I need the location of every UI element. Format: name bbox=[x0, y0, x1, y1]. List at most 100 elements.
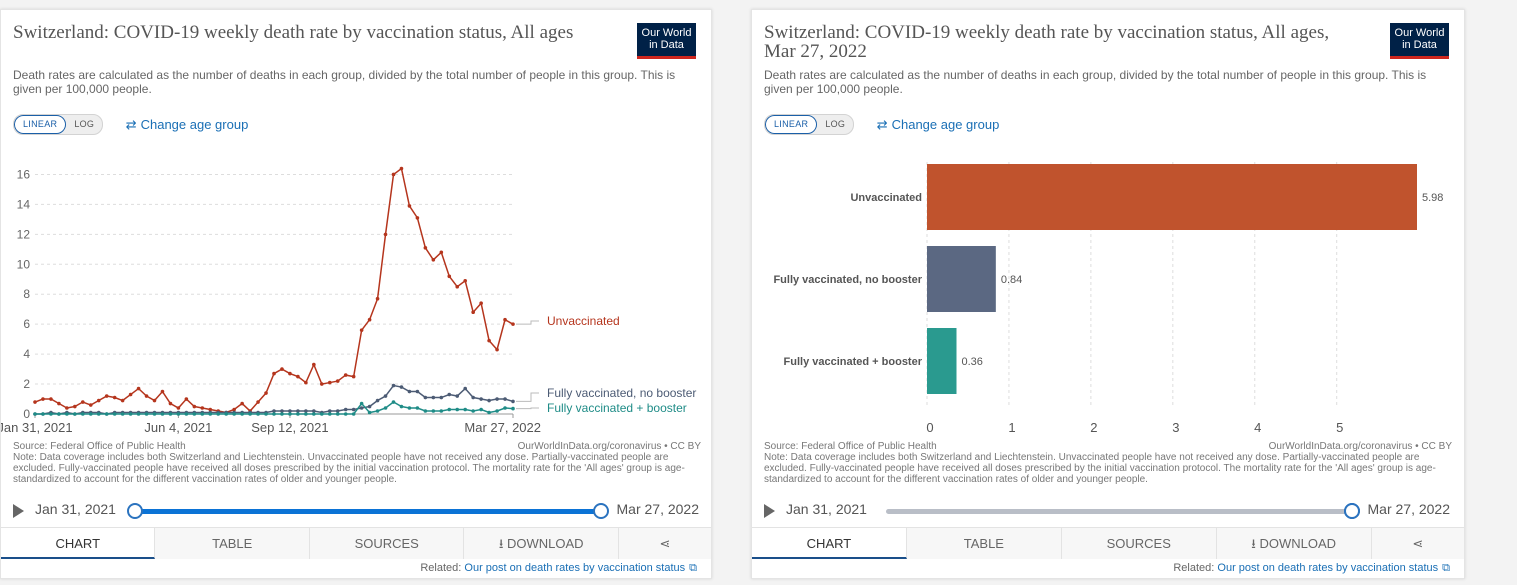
x-tick-label: 0 bbox=[926, 420, 933, 435]
change-age-group-button[interactable]: ⇄ Change age group bbox=[877, 117, 1000, 133]
data-point bbox=[112, 395, 117, 400]
data-point bbox=[57, 401, 61, 406]
data-point bbox=[511, 406, 515, 411]
timeline-start-handle[interactable] bbox=[127, 503, 143, 519]
play-icon[interactable] bbox=[13, 504, 24, 518]
data-point bbox=[479, 407, 483, 412]
linear-scale-button[interactable]: LINEAR bbox=[14, 115, 67, 134]
data-point bbox=[41, 412, 45, 416]
data-point bbox=[264, 391, 268, 395]
bar-value-label: 0.84 bbox=[1001, 274, 1022, 286]
tab-table[interactable]: TABLE bbox=[906, 528, 1062, 559]
data-point bbox=[312, 362, 316, 367]
log-scale-button[interactable]: LOG bbox=[74, 119, 95, 129]
swap-arrows-icon: ⇄ bbox=[125, 116, 137, 132]
timeline-end-handle[interactable] bbox=[593, 503, 609, 519]
linear-scale-button[interactable]: LINEAR bbox=[765, 115, 818, 134]
chart-footer: Source: Federal Office of Public Health … bbox=[13, 441, 701, 485]
timeline[interactable]: Jan 31, 2021 Mar 27, 2022 bbox=[764, 500, 1454, 522]
data-point bbox=[88, 412, 93, 416]
y-tick-label: 16 bbox=[17, 167, 31, 181]
data-point bbox=[335, 379, 340, 383]
data-point bbox=[463, 278, 468, 283]
tab-chart[interactable]: CHART bbox=[752, 528, 907, 559]
data-point bbox=[288, 409, 292, 413]
data-point bbox=[455, 394, 460, 398]
tab-sources[interactable]: SOURCES bbox=[1061, 528, 1217, 559]
data-point bbox=[447, 274, 452, 279]
tab-sources[interactable]: SOURCES bbox=[309, 528, 465, 559]
play-icon[interactable] bbox=[764, 504, 775, 518]
tab-table[interactable]: TABLE bbox=[155, 528, 310, 559]
series-line bbox=[34, 167, 514, 414]
data-point bbox=[407, 406, 412, 410]
data-point bbox=[160, 389, 165, 394]
chart-controls: LINEAR LOG ⇄ Change age group bbox=[13, 114, 248, 136]
change-age-group-button[interactable]: ⇄ Change age group bbox=[126, 117, 249, 133]
timeline-end-handle[interactable] bbox=[1344, 503, 1360, 519]
x-tick-label: 4 bbox=[1254, 420, 1261, 435]
data-point bbox=[120, 412, 125, 416]
data-point bbox=[407, 204, 412, 208]
data-point bbox=[128, 412, 133, 416]
x-tick-label: 5 bbox=[1336, 420, 1343, 435]
download-label: DOWNLOAD bbox=[507, 536, 584, 551]
x-tick-label: 1 bbox=[1008, 420, 1015, 435]
y-tick-label: 14 bbox=[17, 197, 31, 211]
data-point bbox=[391, 172, 396, 177]
label-connector bbox=[516, 392, 539, 402]
data-point bbox=[184, 412, 189, 416]
data-point bbox=[503, 397, 507, 401]
x-tick-label: 3 bbox=[1172, 420, 1179, 435]
chart-subtitle: Death rates are calculated as the number… bbox=[764, 68, 1427, 96]
data-point bbox=[136, 412, 141, 416]
data-point bbox=[49, 397, 53, 401]
data-point bbox=[391, 400, 396, 404]
credit-text[interactable]: OurWorldInData.org/coronavirus • CC BY bbox=[517, 441, 701, 452]
data-point bbox=[487, 398, 491, 403]
y-tick-label: 6 bbox=[23, 317, 30, 331]
data-point bbox=[431, 258, 436, 262]
timeline-track[interactable] bbox=[135, 509, 601, 514]
data-point bbox=[240, 401, 244, 406]
timeline[interactable]: Jan 31, 2021 Mar 27, 2022 bbox=[13, 500, 703, 522]
data-point bbox=[256, 400, 260, 404]
change-age-label: Change age group bbox=[891, 116, 1000, 132]
data-point bbox=[33, 412, 37, 416]
external-link-icon[interactable]: ⧉ bbox=[689, 562, 697, 574]
data-point bbox=[487, 338, 491, 343]
data-point bbox=[351, 407, 356, 412]
data-point bbox=[144, 412, 149, 416]
owid-logo[interactable]: Our World in Data bbox=[1390, 23, 1449, 59]
data-point bbox=[200, 412, 205, 416]
bar bbox=[927, 164, 1417, 230]
label-connector bbox=[516, 320, 539, 325]
scale-toggle: LINEAR LOG bbox=[764, 114, 855, 135]
data-point bbox=[320, 382, 324, 386]
data-point bbox=[351, 412, 356, 416]
bar-value-label: 0.36 bbox=[961, 356, 982, 368]
swap-arrows-icon: ⇄ bbox=[876, 116, 888, 132]
data-point bbox=[383, 406, 388, 410]
owid-logo[interactable]: Our World in Data bbox=[637, 23, 696, 59]
external-link-icon[interactable]: ⧉ bbox=[1442, 562, 1450, 574]
tab-download[interactable]: ⭳ DOWNLOAD bbox=[1216, 528, 1372, 559]
tab-download[interactable]: ⭳ DOWNLOAD bbox=[464, 528, 619, 559]
y-tick-label: 2 bbox=[23, 377, 30, 391]
tab-share[interactable]: ⋖ bbox=[1371, 528, 1464, 559]
log-scale-button[interactable]: LOG bbox=[825, 119, 846, 129]
related-link[interactable]: Our post on death rates by vaccination s… bbox=[1217, 562, 1439, 574]
data-point bbox=[471, 310, 475, 315]
chart-controls: LINEAR LOG ⇄ Change age group bbox=[764, 114, 999, 136]
data-point bbox=[81, 412, 85, 416]
bar-category-label: Fully vaccinated + booster bbox=[784, 356, 923, 368]
data-point bbox=[81, 400, 85, 404]
tab-share[interactable]: ⋖ bbox=[618, 528, 712, 559]
related-link[interactable]: Our post on death rates by vaccination s… bbox=[464, 562, 686, 574]
data-point bbox=[192, 404, 197, 409]
tab-chart[interactable]: CHART bbox=[1, 528, 156, 559]
data-point bbox=[447, 392, 452, 397]
credit-text[interactable]: OurWorldInData.org/coronavirus • CC BY bbox=[1268, 441, 1452, 452]
timeline-track[interactable] bbox=[886, 509, 1352, 514]
data-point bbox=[272, 409, 276, 413]
